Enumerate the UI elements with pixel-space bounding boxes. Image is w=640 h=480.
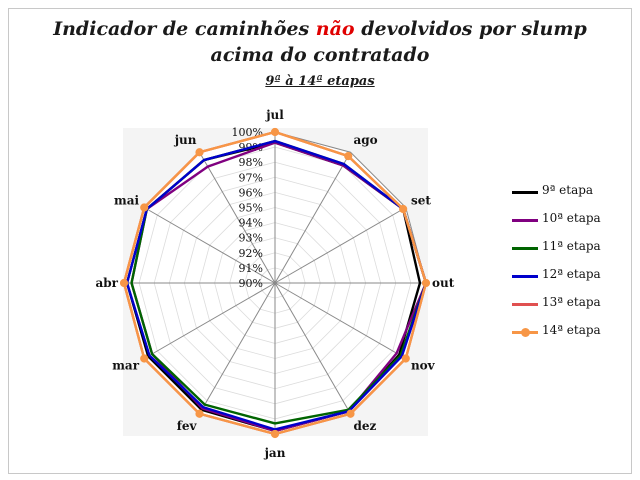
chart-subtitle: 9ª à 14ª etapas xyxy=(265,74,375,89)
legend-swatch xyxy=(512,275,538,278)
radial-tick-label: 97% xyxy=(239,171,263,184)
legend-item: 9ª etapa xyxy=(512,182,622,210)
axis-spoke xyxy=(143,282,276,359)
legend-label: 9ª etapa xyxy=(542,183,594,197)
title-text-part2: devolvidos por slump xyxy=(354,18,587,40)
category-label: mar xyxy=(112,359,139,373)
chart-title-line1: Indicador de caminhões não devolvidos po… xyxy=(0,18,640,40)
legend-swatch xyxy=(512,191,538,194)
category-label: fev xyxy=(177,419,198,433)
category-label: jun xyxy=(174,133,197,147)
axis-spoke xyxy=(143,207,276,284)
axis-spoke xyxy=(274,151,351,284)
legend-swatch xyxy=(512,303,538,306)
legend-label: 11ª etapa xyxy=(542,239,601,253)
radial-tick-label: 98% xyxy=(239,156,263,169)
series-point xyxy=(346,409,355,418)
series-point xyxy=(119,278,129,288)
legend-label: 10ª etapa xyxy=(542,211,601,225)
category-label: nov xyxy=(411,359,436,373)
radial-tick-label: 96% xyxy=(239,186,263,199)
category-label: jan xyxy=(264,446,286,460)
radial-tick-label: 90% xyxy=(239,277,263,290)
series-point xyxy=(270,429,280,439)
legend-item: 13ª etapa xyxy=(512,294,622,322)
legend-item: 12ª etapa xyxy=(512,266,622,294)
radial-tick-label: 94% xyxy=(239,217,263,230)
chart-legend: 9ª etapa 10ª etapa 11ª etapa 12ª etapa 13ª e… xyxy=(512,182,622,350)
legend-item: 11ª etapa xyxy=(512,238,622,266)
legend-swatch xyxy=(512,219,538,222)
series-point xyxy=(140,354,149,363)
legend-item: 10ª etapa xyxy=(512,210,622,238)
series-point xyxy=(195,148,204,157)
category-label: jul xyxy=(265,108,284,122)
axis-spoke xyxy=(274,282,351,415)
radial-tick-label: 91% xyxy=(239,262,263,275)
legend-swatch xyxy=(512,247,538,250)
legend-item: 14ª etapa xyxy=(512,322,622,350)
series-point xyxy=(399,204,408,214)
axis-spoke xyxy=(199,151,276,284)
category-label: out xyxy=(432,276,455,290)
legend-marker xyxy=(521,328,530,337)
legend-label: 13ª etapa xyxy=(542,295,601,309)
series-point xyxy=(195,409,204,418)
chart-title-line2: acima do contratado xyxy=(210,44,430,66)
series-point xyxy=(401,354,410,363)
axis-spoke xyxy=(274,282,407,359)
axis-spoke xyxy=(199,282,276,415)
category-label: abr xyxy=(96,276,119,290)
category-label: ago xyxy=(354,133,378,147)
series-point xyxy=(344,152,353,161)
radial-tick-label: 92% xyxy=(239,247,263,260)
legend-label: 14ª etapa xyxy=(542,323,601,337)
series-point xyxy=(421,278,431,288)
category-label: set xyxy=(411,194,431,208)
title-text-part1: Indicador de caminhões xyxy=(53,18,316,40)
series-point xyxy=(140,203,149,212)
radial-tick-label: 95% xyxy=(239,202,263,215)
radial-tick-label: 93% xyxy=(239,232,263,245)
legend-label: 12ª etapa xyxy=(542,267,601,281)
series-point xyxy=(270,127,280,137)
category-label: dez xyxy=(354,419,377,433)
title-highlight: não xyxy=(315,18,355,40)
axis-spoke xyxy=(274,207,407,284)
radial-tick-label: 100% xyxy=(232,126,263,139)
category-label: mai xyxy=(114,194,139,208)
